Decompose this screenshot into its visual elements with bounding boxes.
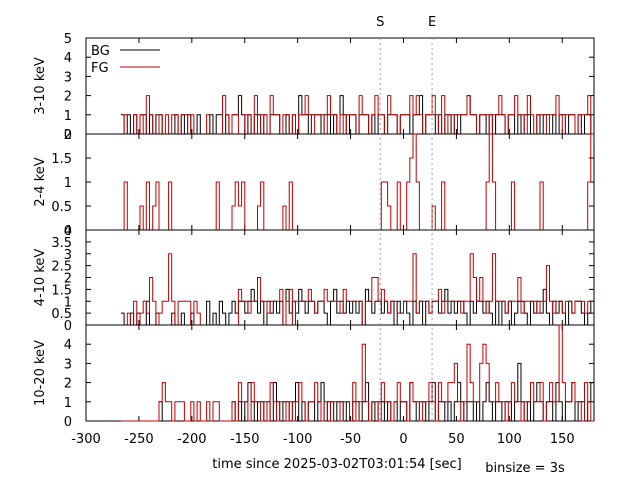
panel-frame-1 bbox=[85, 133, 595, 231]
marker-label-s: S bbox=[376, 15, 384, 30]
series-bg-panel-2 bbox=[120, 288, 594, 326]
x-tick-label-3: -150 bbox=[230, 432, 260, 447]
x-tick-label-8: 100 bbox=[497, 432, 522, 447]
panel-1: 0 0.5 1 1.5 2 2-4 keV bbox=[33, 128, 595, 239]
y-tick-label-3-2: 2 bbox=[64, 377, 72, 392]
y-tick-label-2-1: 0.5 bbox=[51, 307, 72, 322]
y-tick-label-1-0: 0 bbox=[64, 224, 72, 239]
y-tick-label-2-0: 0 bbox=[64, 319, 72, 334]
y-axis-label-0: 3-10 keV bbox=[33, 57, 48, 115]
legend-label-bg: BG bbox=[91, 44, 110, 59]
x-axis-label: time since 2025-03-02T03:01:54 [sec] bbox=[212, 457, 461, 472]
x-tick-labels: -300 -250 -200 -150 -100 -50 0 50 100 150 bbox=[71, 432, 574, 447]
x-tick-label-7: 50 bbox=[448, 432, 465, 447]
y-tick-label-0-4: 4 bbox=[64, 51, 72, 66]
y-tick-label-2-6: 3 bbox=[64, 248, 72, 263]
x-tick-label-1: -250 bbox=[124, 432, 154, 447]
y-tick-label-2-4: 2 bbox=[64, 272, 72, 287]
x-tick-label-4: -100 bbox=[283, 432, 313, 447]
y-tick-label-2-8: 4 bbox=[64, 224, 72, 239]
y-tick-label-1-3: 1.5 bbox=[51, 152, 72, 167]
series-fg-panel-1 bbox=[120, 133, 594, 231]
y-tick-label-2-3: 1.5 bbox=[51, 283, 72, 298]
y-tick-label-0-3: 3 bbox=[64, 70, 72, 85]
y-tick-label-1-1: 0.5 bbox=[51, 200, 72, 215]
y-tick-label-0-1: 1 bbox=[64, 109, 72, 124]
y-tick-label-3-1: 1 bbox=[64, 396, 72, 411]
marker-label-e: E bbox=[428, 15, 436, 30]
series-fg-panel-3 bbox=[120, 324, 594, 422]
x-tick-label-9: 150 bbox=[550, 432, 575, 447]
legend: BG FG bbox=[91, 44, 160, 76]
y-tick-label-3-4: 4 bbox=[64, 338, 72, 353]
binsize-label: binsize = 3s bbox=[485, 461, 565, 476]
y-axis-label-2: 4-10 keV bbox=[33, 249, 48, 307]
y-tick-label-0-2: 2 bbox=[64, 90, 72, 105]
y-tick-label-2-5: 2.5 bbox=[51, 260, 72, 275]
y-tick-label-1-4: 2 bbox=[64, 128, 72, 143]
y-tick-label-2-2: 1 bbox=[64, 295, 72, 310]
panel-0: 0 1 2 3 4 5 3-10 keV bbox=[33, 32, 595, 143]
panel-3: 0 1 2 3 4 10-20 keV bbox=[33, 324, 595, 430]
panel-2: 00.511.522.533.544-10 keV bbox=[33, 224, 595, 334]
x-tick-label-5: -50 bbox=[340, 432, 361, 447]
legend-label-fg: FG bbox=[91, 61, 109, 76]
y-tick-label-3-0: 0 bbox=[64, 415, 72, 430]
series-fg-panel-0 bbox=[120, 95, 594, 135]
series-fg-panel-2 bbox=[120, 253, 594, 326]
y-tick-label-3-3: 3 bbox=[64, 357, 72, 372]
series-bg-panel-3 bbox=[120, 362, 594, 422]
y-tick-label-0-0: 0 bbox=[64, 128, 72, 143]
y-tick-label-0-5: 5 bbox=[64, 32, 72, 47]
x-tick-label-0: -300 bbox=[71, 432, 101, 447]
x-tick-label-6: 0 bbox=[399, 432, 407, 447]
y-axis-label-1: 2-4 keV bbox=[33, 157, 48, 206]
y-tick-label-1-2: 1 bbox=[64, 176, 72, 191]
y-axis-label-3: 10-20 keV bbox=[33, 340, 48, 406]
x-tick-label-2: -200 bbox=[177, 432, 207, 447]
y-tick-label-2-7: 3.5 bbox=[51, 236, 72, 251]
